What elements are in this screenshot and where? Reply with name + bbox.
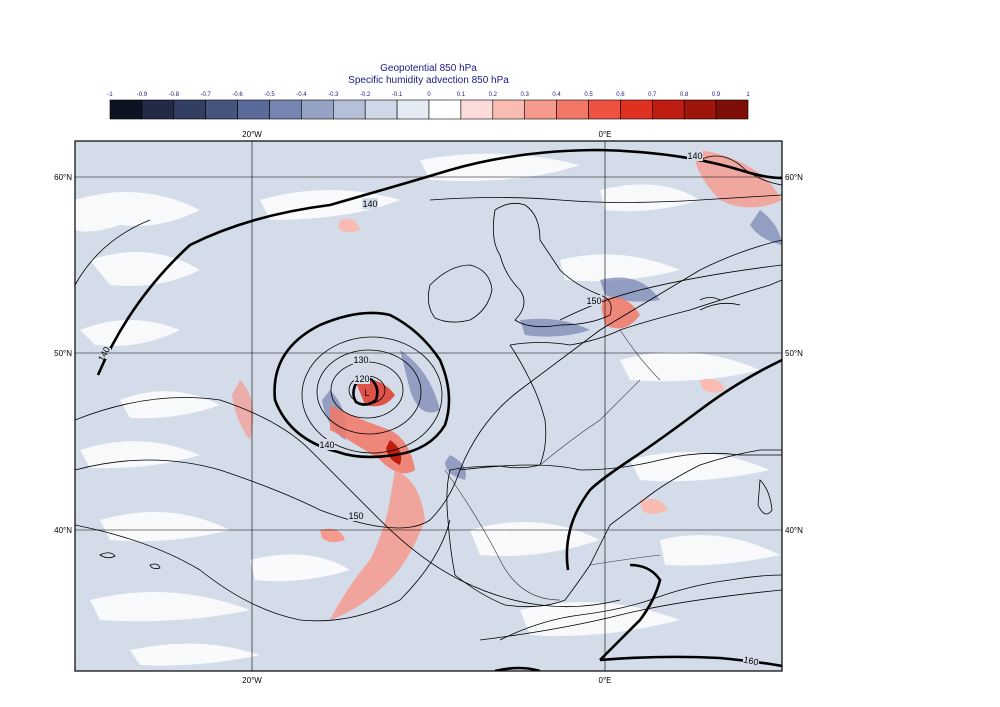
contour-label: 140 xyxy=(687,151,702,161)
colorbar-tick-label: -0.6 xyxy=(232,92,243,98)
colorbar-tick-label: -0.3 xyxy=(328,92,339,98)
colorbar-tick-label: -0.1 xyxy=(392,92,403,98)
contour-label: 120 xyxy=(354,374,369,384)
colorbar-tick-label: -1 xyxy=(107,92,113,98)
map-subtitle: Specific humidity advection 850 hPa xyxy=(348,75,509,86)
colorbar-tick-label: -0.7 xyxy=(201,92,212,98)
lat-label-right: 50°N xyxy=(785,349,803,358)
colorbar-tick-label: -0.4 xyxy=(296,92,307,98)
contour-label: 130 xyxy=(353,355,368,365)
colorbar-tick-label: -0.8 xyxy=(169,92,180,98)
colorbar-tick-label: 0.1 xyxy=(457,92,466,98)
colorbar: -1 -0.9 -0.8 -0.7 -0.6 -0.5 -0.4 -0.3 -0.2 -0.1 0 0… xyxy=(107,92,750,120)
colorbar-tick-label: 0.9 xyxy=(712,92,721,98)
lon-label-bottom: 0°E xyxy=(599,676,612,685)
low-pressure-marker: L xyxy=(364,388,369,398)
colorbar-tick-label: -0.2 xyxy=(360,92,371,98)
colorbar-tick-label: 0.3 xyxy=(521,92,530,98)
colorbar-tick-label: 0.6 xyxy=(616,92,625,98)
lat-label-left: 40°N xyxy=(54,526,72,535)
map-frame xyxy=(74,140,783,672)
contour-label: 150 xyxy=(348,511,363,521)
contour-label: 160 xyxy=(743,655,760,668)
lon-label-bottom: 20°W xyxy=(242,676,262,685)
colorbar-tick-label: 0.8 xyxy=(680,92,689,98)
map-title: Geopotential 850 hPa xyxy=(380,63,477,74)
colorbar-tick-label: 0.2 xyxy=(489,92,498,98)
colorbar-tick-label: 0 xyxy=(427,92,431,98)
colorbar-tick-label: 1 xyxy=(746,92,750,98)
geopotential-contours-thin xyxy=(75,194,782,641)
lat-label-right: 40°N xyxy=(785,526,803,535)
lat-label-right: 60°N xyxy=(785,173,803,182)
colorbar-tick-label: -0.9 xyxy=(137,92,148,98)
lat-label-left: 50°N xyxy=(54,349,72,358)
lat-label-left: 60°N xyxy=(54,173,72,182)
colorbar-tick-label: 0.4 xyxy=(552,92,561,98)
lon-label-top: 20°W xyxy=(242,130,262,139)
contour-label: 150 xyxy=(586,296,601,306)
coastlines xyxy=(99,155,782,641)
colorbar-tick-label: 0.5 xyxy=(584,92,593,98)
graticule xyxy=(75,141,782,671)
lon-label-top: 0°E xyxy=(599,130,612,139)
colorbar-swatch xyxy=(715,99,749,120)
humidity-advection-shading: 140 140 140 150 130 120 140 150 150 160 … xyxy=(75,141,782,671)
colorbar-tick-label: 0.7 xyxy=(648,92,657,98)
contour-label: 140 xyxy=(319,440,334,450)
contour-label: 140 xyxy=(362,199,377,209)
colorbar-tick-label: -0.5 xyxy=(264,92,275,98)
